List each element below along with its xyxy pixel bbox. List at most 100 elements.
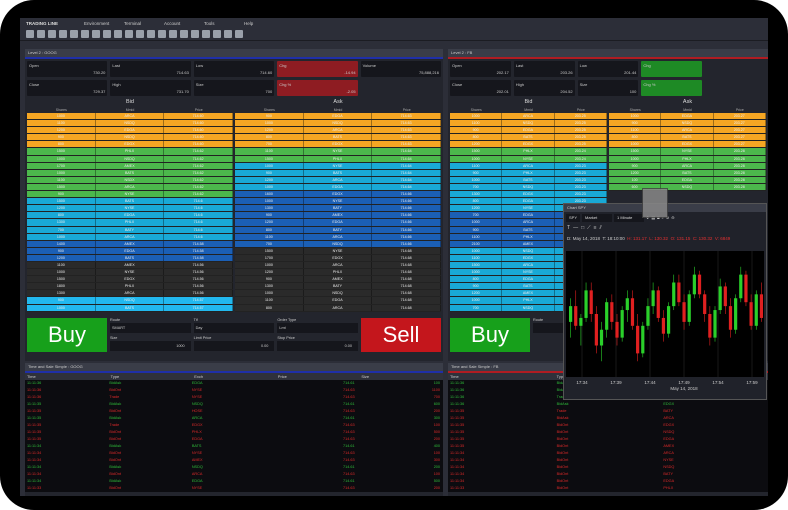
interval-select[interactable]: 1 Minute: [614, 213, 645, 222]
ask-row[interactable]: 1100 ARCA 714.66: [235, 233, 442, 241]
ask-row[interactable]: 1500 NYSE 203.28: [609, 148, 766, 156]
menu-terminal[interactable]: Terminal: [124, 20, 142, 26]
trade-row[interactable]: 11:11:35 BidAsk ARCA: [448, 415, 768, 422]
calendar-icon[interactable]: [202, 30, 210, 38]
channel-tool-icon[interactable]: ⫽: [599, 225, 602, 231]
ask-row[interactable]: 900 NSDQ 203.27: [609, 120, 766, 128]
trade-row[interactable]: 11:11:35 BidAsk NSDQ 714.61 600: [25, 401, 443, 408]
trade-row[interactable]: 11:11:35 BidAsk ARCA 714.61 300: [25, 415, 443, 422]
ask-row[interactable]: 1200 EDGA 714.66: [235, 219, 442, 227]
bid-row[interactable]: 800 BATS 203.25: [450, 134, 607, 142]
ask-row[interactable]: 1200 ARCA 714.63: [235, 127, 442, 135]
column-header[interactable]: Price: [277, 374, 287, 379]
ask-row[interactable]: 700 EDGX 714.63: [235, 141, 442, 149]
search-icon[interactable]: [59, 30, 67, 38]
bid-row[interactable]: 1000 NYSE 203.24: [450, 155, 607, 163]
trade-row[interactable]: 11:11:34 BidOnt EDGA: [448, 478, 768, 485]
trade-row[interactable]: 11:11:36 BidAsk EDGX: [448, 401, 768, 408]
column-header[interactable]: Shares: [263, 108, 275, 112]
ask-row[interactable]: 700 NSDQ 714.66: [235, 240, 442, 248]
column-header[interactable]: Shares: [629, 108, 641, 112]
chart-icon[interactable]: [180, 30, 188, 38]
route-input[interactable]: SMART: [110, 323, 191, 333]
column-header[interactable]: Price: [194, 108, 203, 112]
ask-row[interactable]: 800 ARCA 714.68: [235, 304, 442, 312]
globe-icon[interactable]: [48, 30, 56, 38]
ask-row[interactable]: 800 BATY 714.66: [235, 226, 442, 234]
bid-row[interactable]: 1100 NSDQ 203.25: [450, 120, 607, 128]
bid-row[interactable]: 900 PHLX 203.23: [450, 169, 607, 177]
bid-row[interactable]: 1000 ARCA 714.60: [27, 113, 234, 121]
ask-row[interactable]: 1600 EDGX 714.66: [235, 191, 442, 199]
bid-row[interactable]: 1500 EDGX 714.56: [27, 276, 234, 284]
stop-input[interactable]: 0.00: [277, 340, 358, 351]
bid-row[interactable]: 1500 BATS 714.6: [27, 198, 234, 206]
ask-row[interactable]: 900 BATS 714.64: [235, 169, 442, 177]
ask-row[interactable]: 900 AMEX 714.66: [235, 212, 442, 220]
trade-row[interactable]: 11:11:34 BidOnt ARCA: [448, 450, 768, 457]
symbol-input[interactable]: SPY: [566, 213, 581, 222]
ask-row[interactable]: 1000 NYSE 714.64: [235, 162, 442, 170]
trade-row[interactable]: 11:11:34 BidOnt NYSE 714.63 100: [25, 450, 443, 457]
bid-row[interactable]: 900 EDGA 714.58: [27, 247, 234, 255]
buy-button[interactable]: Buy: [450, 318, 530, 352]
bid-row[interactable]: 1000 NYSE 714.56: [27, 269, 234, 277]
trade-row[interactable]: 11:11:34 BidAsk BATS 714.61 400: [25, 443, 443, 450]
line-tool-icon[interactable]: —: [573, 225, 579, 231]
trade-row[interactable]: 11:11:36 BidAsk EDGA 714.61 100: [25, 380, 443, 387]
candlestick-chart[interactable]: 17:34 17:39 17:44 17:49 17:54 17:59 May 14, 20…: [564, 243, 766, 401]
bid-row[interactable]: 1300 PHLX 714.6: [27, 219, 234, 227]
list-icon[interactable]: [213, 30, 221, 38]
briefcase-icon[interactable]: [125, 30, 133, 38]
column-header[interactable]: Mmid: [125, 108, 135, 112]
menu-help[interactable]: Help: [244, 20, 254, 26]
ask-row[interactable]: 1200 PHLX 714.68: [235, 269, 442, 277]
ask-row[interactable]: 1100 ARCA 203.27: [609, 127, 766, 135]
fib-tool-icon[interactable]: ≡: [593, 225, 597, 231]
rectangle-tool-icon[interactable]: □: [581, 225, 585, 231]
ask-row[interactable]: 800 BATS 203.27: [609, 134, 766, 142]
menu-tools[interactable]: Tools: [204, 20, 215, 26]
column-header[interactable]: Price: [576, 108, 585, 112]
bid-row[interactable]: 1400 AMEX 714.58: [27, 240, 234, 248]
menu-account[interactable]: Account: [164, 20, 181, 26]
column-header[interactable]: Type: [556, 374, 566, 379]
column-header[interactable]: Shares: [55, 108, 67, 112]
ask-row[interactable]: 1700 EDGX 714.68: [235, 254, 442, 262]
chart-bars-icon[interactable]: [92, 30, 100, 38]
menu-environment[interactable]: Environment: [84, 20, 110, 26]
ask-row[interactable]: 1000 NSDQ 714.68: [235, 290, 442, 298]
trade-row[interactable]: 11:11:34 BidOnt AMEX 714.63 300: [25, 457, 443, 464]
grid-icon[interactable]: [114, 30, 122, 38]
ask-row[interactable]: 600 NSDQ 203.28: [609, 183, 766, 192]
trade-row[interactable]: 11:11:34 BidOnt BATY: [448, 471, 768, 478]
trade-row[interactable]: 11:11:33 BidOnt PHLX: [448, 485, 768, 492]
trade-row[interactable]: 11:11:35 BidOnt PHLX 714.63 500: [25, 429, 443, 436]
bid-row[interactable]: 900 NYSE 714.62: [27, 191, 234, 199]
ask-row[interactable]: 1200 BATS 203.28: [609, 169, 766, 177]
bid-row[interactable]: 700 NSDQ 203.23: [450, 183, 607, 192]
bid-row[interactable]: 900 NSDQ 714.57: [27, 297, 234, 305]
source-select[interactable]: Market: [582, 213, 613, 222]
size-input[interactable]: 1000: [110, 340, 191, 351]
ask-row[interactable]: 100 EDGA 203.28: [609, 176, 766, 184]
trendline-tool-icon[interactable]: ⟋: [587, 225, 591, 231]
ask-row[interactable]: 900 AMEX 714.68: [235, 276, 442, 284]
bid-row[interactable]: 1500 PHLX 203.24: [450, 148, 607, 156]
bid-row[interactable]: 1100 AMEX 714.56: [27, 261, 234, 270]
cart-icon[interactable]: [103, 30, 111, 38]
ask-row[interactable]: 1300 BATY 714.68: [235, 283, 442, 291]
bid-row[interactable]: 700 BATY 714.6: [27, 226, 234, 234]
trade-row[interactable]: 11:11:34 BidAsk NSDQ 714.61 200: [25, 464, 443, 471]
bid-row[interactable]: 1100 NSDX 714.62: [27, 176, 234, 184]
bid-row[interactable]: 1000 ARCA 714.6: [27, 233, 234, 241]
clock-icon[interactable]: [37, 30, 45, 38]
bid-row[interactable]: 1300 ARCA 714.56: [27, 290, 234, 298]
ask-row[interactable]: 1000 NSDQ 714.63: [235, 120, 442, 128]
bid-row[interactable]: 800 EDGA 203.23: [450, 198, 607, 206]
home-icon[interactable]: [191, 30, 199, 38]
ask-row[interactable]: 900 EDGA 714.63: [235, 113, 442, 121]
bars-icon[interactable]: [235, 30, 243, 38]
bid-row[interactable]: 1000 BATS 203.23: [450, 176, 607, 184]
column-header[interactable]: Price: [402, 108, 411, 112]
